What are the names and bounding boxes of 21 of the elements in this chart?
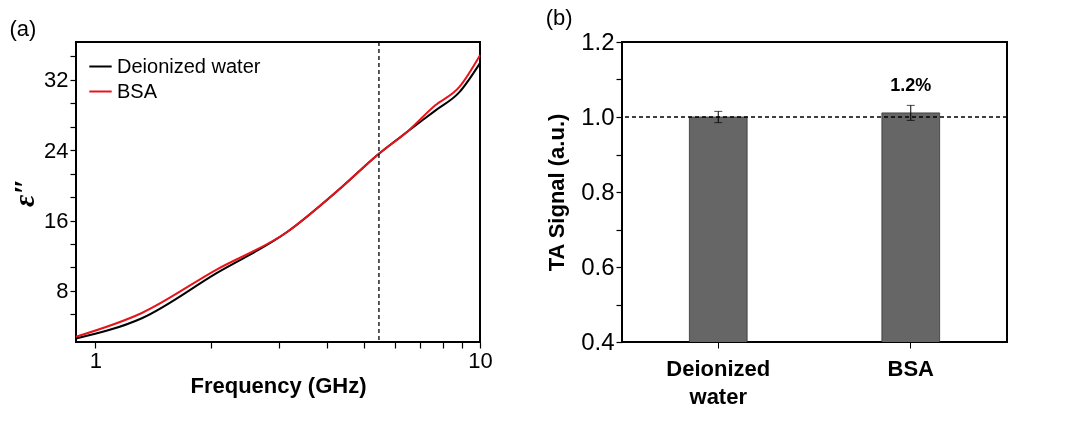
chart-title: (b) [545, 5, 573, 30]
y-axis-title: TA Signal (a.u.) [544, 113, 570, 272]
y-tick-label: 1.0 [581, 102, 615, 130]
chart-title: (a) [9, 16, 37, 42]
y-tick-label: 8 [56, 278, 69, 304]
x-tick-label: 1 [89, 347, 103, 373]
y-tick-label: 1.2 [581, 27, 615, 55]
y-tick-label: 32 [44, 67, 69, 93]
legend-label: Deionized water [117, 54, 261, 77]
x-tick-label: 10 [468, 347, 493, 373]
x-axis-title: Frequency (GHz) [190, 372, 367, 398]
y-tick-label: 0.6 [581, 252, 615, 280]
legend-label: BSA [117, 79, 158, 102]
annotation: 1.2% [890, 74, 932, 95]
y-tick-label: 0.4 [581, 327, 615, 355]
y-tick-label: 0.8 [581, 177, 615, 205]
y-tick-label: 24 [44, 137, 69, 163]
x-tick-label: Deionized water [666, 355, 771, 409]
x-tick-label: BSA [887, 355, 935, 381]
y-tick-label: 16 [44, 208, 69, 234]
y-axis-title: ε″ [7, 178, 41, 207]
